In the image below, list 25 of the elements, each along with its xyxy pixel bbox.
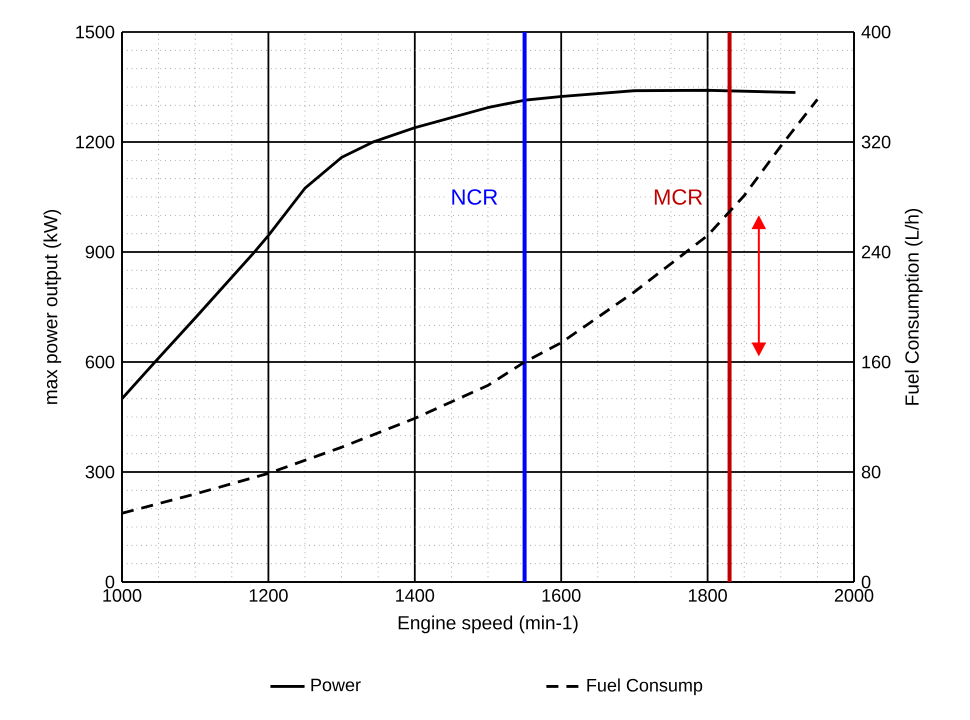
- legend-label: Power: [311, 678, 361, 692]
- ref-line-label: MCR: [654, 189, 702, 205]
- x-tick-label: 1400: [396, 589, 434, 602]
- y2-axis-title: Fuel Consumption (L/h): [904, 208, 923, 405]
- x-tick-label: 1000: [103, 589, 142, 602]
- y2-tick-label: 240: [862, 246, 890, 258]
- y-tick-label: 900: [86, 246, 114, 258]
- y2-tick-label: 80: [862, 466, 880, 478]
- legend-label: Fuel Consump: [587, 678, 702, 696]
- y2-tick-label: 0: [862, 576, 870, 588]
- x-tick-label: 1800: [688, 589, 727, 602]
- y2-tick-label: 400: [861, 26, 890, 38]
- y-axis-title: max power output (kW): [43, 210, 62, 404]
- y2-tick-label: 320: [862, 136, 890, 148]
- y-tick-label: 300: [86, 466, 114, 478]
- y2-tick-label: 160: [862, 356, 890, 368]
- y-tick-label: 600: [86, 356, 114, 368]
- x-axis-title: Engine speed (min-1): [398, 616, 578, 634]
- y-tick-label: 1200: [76, 136, 114, 148]
- ref-line-label: NCR: [452, 189, 498, 205]
- x-tick-label: 1200: [250, 589, 288, 602]
- x-tick-label: 1600: [542, 589, 581, 602]
- y-tick-label: 1500: [76, 26, 114, 38]
- x-tick-label: 2000: [834, 589, 874, 602]
- y-tick-label: 0: [106, 576, 114, 588]
